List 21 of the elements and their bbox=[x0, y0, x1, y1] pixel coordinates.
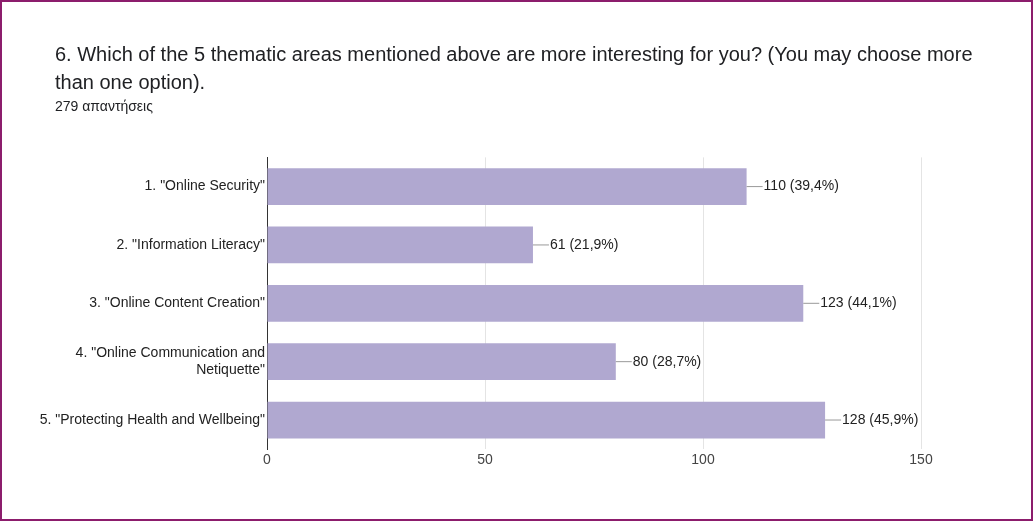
x-tick-label: 50 bbox=[477, 451, 493, 468]
data-label: 128 (45,9%) bbox=[842, 410, 919, 427]
bar bbox=[267, 226, 533, 264]
bar bbox=[267, 343, 616, 381]
y-tick-label: 4. "Online Communication and Netiquette" bbox=[75, 344, 266, 377]
data-label: 61 (21,9%) bbox=[549, 235, 619, 252]
data-label: 110 (39,4%) bbox=[763, 177, 839, 194]
y-tick-label: 3. "Online Content Creation" bbox=[89, 294, 266, 311]
data-label: 80 (28,7%) bbox=[632, 352, 702, 369]
y-tick-label: 5. "Protecting Health and Wellbeing" bbox=[39, 410, 266, 427]
x-tick-label: 0 bbox=[263, 451, 272, 468]
y-tick-label: 2. "Information Literacy" bbox=[116, 235, 266, 252]
y-tick-label: 1. "Online Security" bbox=[144, 177, 266, 194]
text: 279 απαντήσεις bbox=[55, 98, 153, 114]
x-tick-label: 150 bbox=[909, 451, 933, 468]
x-tick-label: 100 bbox=[691, 451, 715, 468]
bar bbox=[267, 168, 747, 205]
bar bbox=[267, 284, 804, 322]
bar bbox=[267, 401, 826, 439]
data-label: 123 (44,1%) bbox=[820, 294, 897, 311]
chart-title: 6. Which of the 5 thematic areas mentioned above are more interesting for you? (You may choose more than one option). bbox=[55, 42, 974, 95]
